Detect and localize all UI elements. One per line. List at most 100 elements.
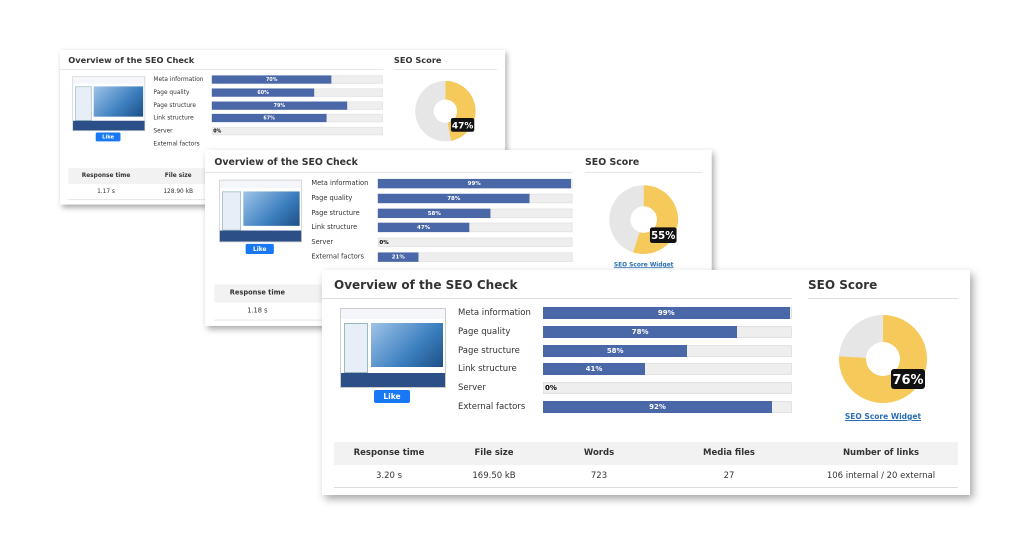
bar-value: 58% xyxy=(427,209,441,217)
bar-label: Meta information xyxy=(153,76,204,83)
bar-value: 47% xyxy=(417,224,431,231)
stat-header: Media files xyxy=(703,448,755,458)
score-title: SEO Score xyxy=(808,278,878,292)
bar-label: Page quality xyxy=(458,326,511,337)
bar-label: Page quality xyxy=(311,194,353,203)
stat-header: Response time xyxy=(229,289,286,298)
thumb-sidebar xyxy=(75,86,92,121)
bar-value: 92% xyxy=(649,403,666,411)
score-badge xyxy=(450,118,475,132)
bar xyxy=(211,101,347,110)
bar xyxy=(543,344,688,357)
thumb-header xyxy=(73,76,145,84)
thumb-header xyxy=(341,309,445,319)
score-badge xyxy=(891,369,925,389)
thumb-sidebar xyxy=(222,191,241,231)
bar xyxy=(377,178,571,189)
site-thumbnail xyxy=(72,76,146,132)
widget-link[interactable]: SEO Score Widget xyxy=(613,261,674,269)
stat-header: File size xyxy=(164,172,192,180)
score-title: SEO Score xyxy=(393,55,442,66)
bar-value: 0% xyxy=(379,239,389,246)
card-title: Overview of the SEO Check xyxy=(334,278,518,292)
bar-value: 67% xyxy=(263,115,275,122)
thumb-hero xyxy=(243,191,300,226)
thumb-sidebar xyxy=(344,323,368,373)
bar-label: External factors xyxy=(311,253,364,262)
score-label: 76% xyxy=(892,373,923,388)
score-badge xyxy=(649,227,677,244)
bar-value: 78% xyxy=(631,327,649,336)
bar xyxy=(377,193,530,204)
card-title: Overview of the SEO Check xyxy=(214,156,358,168)
divider xyxy=(205,171,573,173)
bar-value: 41% xyxy=(585,365,603,374)
bar-value: 99% xyxy=(467,180,481,187)
donut-score xyxy=(445,80,476,141)
seo-card: Overview of the SEO Check SEO Score Like Me… xyxy=(60,50,506,205)
bar-track xyxy=(543,382,792,395)
bar-label: Page structure xyxy=(153,101,196,109)
score-label: 47% xyxy=(452,121,473,131)
bar-label: External factors xyxy=(458,402,526,412)
stats-values: 3.20 s 169.50 kB 723 27 106 internal / 20 ex… xyxy=(334,465,958,488)
bar-label: External factors xyxy=(153,140,200,148)
donut-rest xyxy=(609,185,644,253)
bar xyxy=(377,252,419,262)
bar-label: Page structure xyxy=(311,209,360,217)
stat-value: 106 internal / 20 external xyxy=(826,471,936,481)
divider xyxy=(585,171,703,173)
like-button[interactable]: Like xyxy=(245,243,274,255)
bar xyxy=(211,88,315,97)
bar-label: Link structure xyxy=(458,364,517,375)
bar-track xyxy=(211,127,383,136)
stat-header: Number of links xyxy=(842,448,920,458)
bar xyxy=(543,401,773,413)
thumb-hero xyxy=(371,323,443,367)
bar xyxy=(543,363,646,376)
stat-value: 27 xyxy=(723,471,735,481)
stat-value: 3.20 s xyxy=(375,471,403,481)
bar xyxy=(543,325,738,338)
stat-header: Response time xyxy=(353,448,425,458)
bar-label: Link structure xyxy=(153,114,194,122)
like-button[interactable]: Like xyxy=(95,132,121,142)
thumb-footer xyxy=(219,230,302,242)
bar-value: 0% xyxy=(213,128,222,134)
bar xyxy=(543,307,790,319)
bar-value: 79% xyxy=(273,102,286,109)
thumb-footer xyxy=(73,120,145,131)
bar-label: Server xyxy=(153,127,173,135)
score-donut: 55% xyxy=(609,185,679,255)
stats-header: Response time File size Words Media files Nu… xyxy=(334,442,958,465)
stat-value: 169.50 kB xyxy=(472,471,516,481)
score-donut: 76% xyxy=(839,315,927,403)
bar-label: Link structure xyxy=(311,223,358,232)
bar-value: 78% xyxy=(447,195,461,202)
bar xyxy=(377,208,491,218)
divider xyxy=(393,69,497,70)
widget-link[interactable]: SEO Score Widget xyxy=(844,412,922,421)
stat-header: Response time xyxy=(81,172,131,180)
bar-track xyxy=(377,237,573,248)
seo-card: Overview of the SEO Check SEO Score Like Me… xyxy=(322,270,970,495)
site-thumbnail xyxy=(340,308,446,388)
thumb-header xyxy=(219,180,302,189)
stat-value: 1.18 s xyxy=(247,307,268,316)
like-button[interactable]: Like xyxy=(374,390,410,403)
bar-value: 21% xyxy=(391,254,405,261)
bar-value: 99% xyxy=(657,309,675,317)
stat-header: Words xyxy=(583,448,615,458)
stat-value: 1.17 s xyxy=(97,188,115,195)
bar-value: 0% xyxy=(545,384,557,393)
score-label: 55% xyxy=(651,231,675,242)
bar xyxy=(377,223,470,233)
bar-label: Page structure xyxy=(458,345,520,356)
stat-value: 723 xyxy=(590,471,608,481)
bar-label: Server xyxy=(311,238,334,247)
bar xyxy=(211,75,332,84)
bar-label: Meta information xyxy=(458,308,531,318)
divider xyxy=(322,298,792,299)
bar-value: 60% xyxy=(257,89,269,96)
